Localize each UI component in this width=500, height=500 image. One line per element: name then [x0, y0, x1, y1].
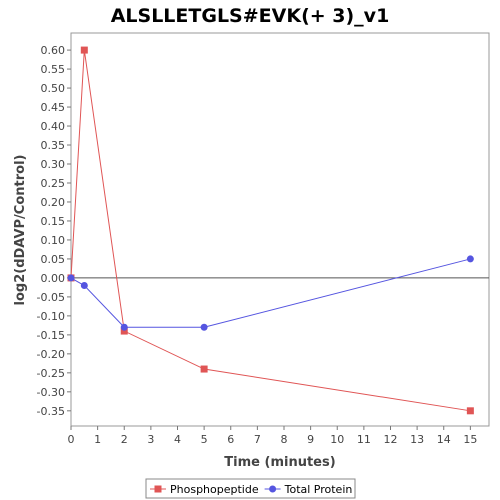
data-point: [80, 46, 88, 54]
y-tick-label: 0.30: [41, 158, 66, 171]
legend-label: Total Protein: [284, 483, 353, 496]
y-tick-label: -0.15: [37, 329, 65, 342]
x-tick-label: 5: [201, 433, 208, 446]
y-tick-label: 0.05: [41, 253, 66, 266]
data-point: [466, 255, 474, 263]
legend: Phosphopeptide Total Protein: [145, 478, 356, 499]
x-tick-label: 0: [68, 433, 75, 446]
x-tick-label: 6: [227, 433, 234, 446]
x-tick-label: 10: [330, 433, 344, 446]
y-tick-label: -0.25: [37, 367, 65, 380]
y-tick-label: 0.55: [41, 63, 66, 76]
y-tick-label: 0.45: [41, 101, 66, 114]
y-axis-label: log2(dDAVP/Control): [13, 155, 28, 306]
data-point: [120, 327, 128, 335]
y-tick-label: 0.10: [41, 234, 66, 247]
y-tick-label: 0.50: [41, 82, 66, 95]
chart-title: ALSLLETGLS#EVK(+ 3)_v1: [111, 5, 390, 27]
x-tick-label: 2: [121, 433, 128, 446]
y-tick-label: -0.30: [37, 386, 65, 399]
legend-box: [145, 478, 356, 499]
legend-marker: [269, 485, 277, 493]
plot-area: [70, 32, 490, 427]
data-point: [200, 323, 208, 331]
x-tick-label: 14: [437, 433, 451, 446]
data-point: [200, 365, 208, 373]
data-point: [120, 323, 128, 331]
x-tick-label: 12: [383, 433, 397, 446]
x-tick-label: 3: [147, 433, 154, 446]
y-tick-label: 0.15: [41, 215, 66, 228]
x-tick-label: 7: [254, 433, 261, 446]
legend-item-total-protein: Total Protein: [264, 483, 353, 496]
legend-item-phosphopeptide: Phosphopeptide: [150, 483, 259, 496]
data-point: [67, 274, 75, 282]
x-tick-label: 4: [174, 433, 181, 446]
series-total-protein: [67, 255, 474, 331]
x-axis: 0 1 2 3 4 5 6 7 8 9 10 11 12 13 14 15: [68, 426, 477, 446]
y-tick-label: 0.35: [41, 139, 66, 152]
y-tick-label: 0.25: [41, 177, 66, 190]
x-tick-label: 8: [280, 433, 287, 446]
y-axis: 0.60 0.55 0.50 0.45 0.40 0.35 0.30 0.25 0.20 0.15…: [37, 44, 71, 418]
y-tick-label: 0.60: [41, 44, 66, 57]
y-tick-label: 0.20: [41, 196, 66, 209]
legend-label: Phosphopeptide: [170, 483, 259, 496]
x-tick-label: 11: [357, 433, 371, 446]
data-point: [80, 282, 88, 290]
data-point: [466, 407, 474, 415]
legend-marker: [154, 485, 162, 493]
x-tick-label: 13: [410, 433, 424, 446]
y-tick-label: 0.40: [41, 120, 66, 133]
x-tick-label: 1: [94, 433, 101, 446]
x-tick-label: 15: [463, 433, 477, 446]
y-tick-label: 0.00: [41, 272, 66, 285]
x-tick-label: 9: [307, 433, 314, 446]
x-axis-label: Time (minutes): [224, 455, 335, 470]
y-tick-label: -0.05: [37, 291, 65, 304]
y-tick-label: -0.35: [37, 405, 65, 418]
y-tick-label: -0.10: [37, 310, 65, 323]
series-layer: [67, 46, 474, 415]
y-tick-label: -0.20: [37, 348, 65, 361]
